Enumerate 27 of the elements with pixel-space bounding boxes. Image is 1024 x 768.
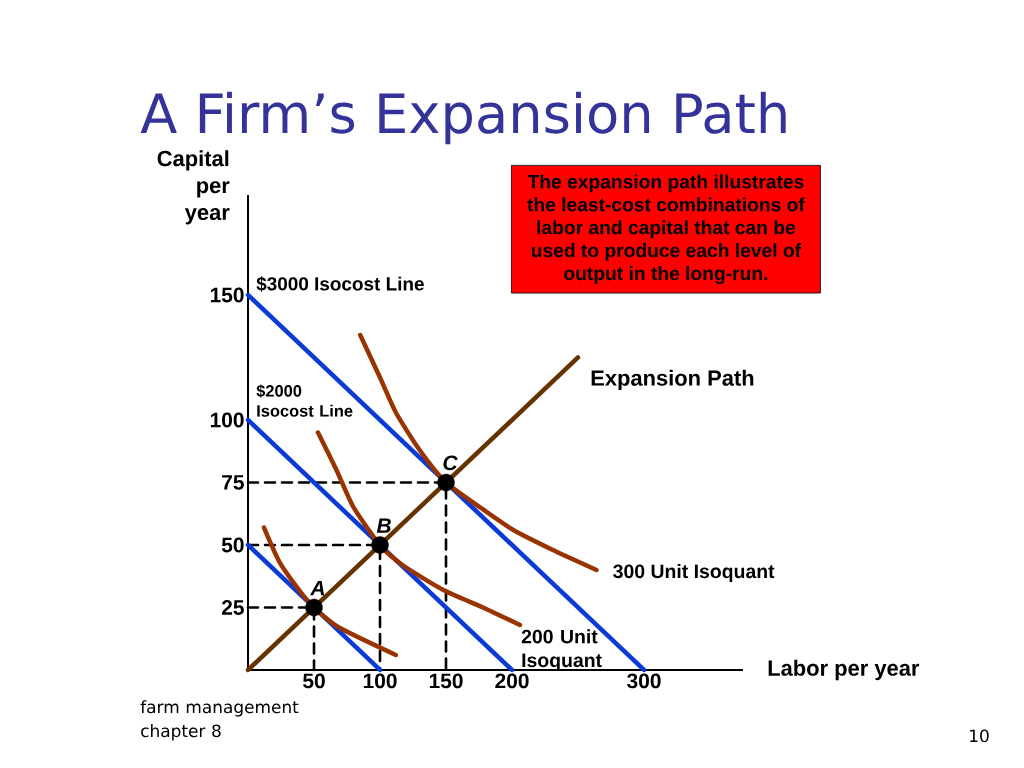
series-label: $2000 Isocost Line [256,384,353,417]
point [371,536,389,554]
series-label: 200 Unit Isoquant [521,629,602,671]
y-tick-label: 25 [221,600,244,615]
series-label: Expansion Path [591,369,754,391]
y-axis-title: Capital per year [157,150,230,225]
y-tick-label: 75 [222,475,244,490]
x-tick-label: 100 [363,673,397,689]
y-tick-label: 100 [210,412,244,428]
x-tick-label: 50 [303,673,325,689]
series-label: 300 Unit Isoquant [613,563,775,583]
chart-title: A Firm’s Expansion Path [140,91,786,145]
point [437,473,455,492]
y-tick-label: 150 [210,287,244,303]
x-tick-label: 300 [627,673,661,689]
x-tick-label: 150 [429,673,463,689]
annotation: C [443,455,458,471]
annotation: The expansion path illustrates the least-cost combinations of labor and capital that can be used to produce each level of output in the long-run. [527,174,805,285]
x-tick-label: 200 [495,673,529,689]
y-tick-label: 50 [221,537,244,553]
series-label: $3000 Isocost Line [256,276,424,292]
text: farm management chapter 8 [140,700,299,741]
annotation: B [376,518,391,533]
x-axis-title: Labor per year [768,659,920,681]
point [305,598,323,617]
annotation: A [310,580,325,596]
text: 10 [970,729,989,743]
